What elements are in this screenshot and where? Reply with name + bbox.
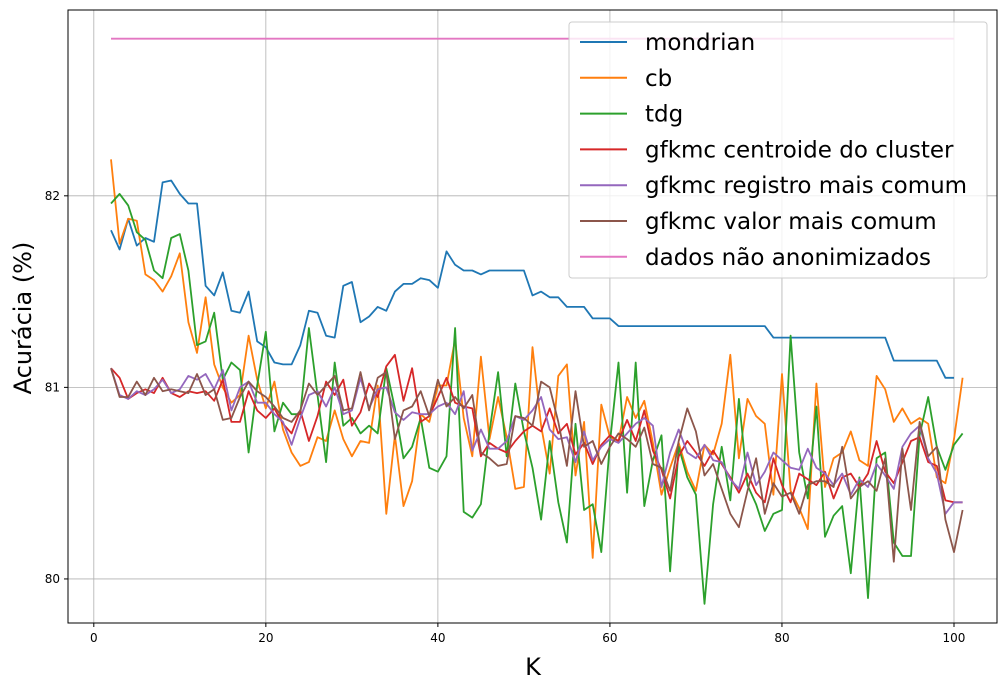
x-tick-label: 0: [90, 631, 98, 645]
x-tick-label: 60: [602, 631, 617, 645]
series-lines: [110, 37, 964, 605]
series-line-3: [110, 353, 963, 504]
legend-label-0: mondrian: [645, 30, 755, 56]
series-line-0: [110, 179, 954, 379]
y-tick-label: 80: [45, 572, 60, 586]
legend-label-3: gfkmc centroide do cluster: [645, 137, 954, 163]
legend-label-4: gfkmc registro mais comum: [645, 173, 967, 199]
series-line-5: [110, 367, 964, 563]
x-axis-label: K: [525, 653, 542, 681]
x-tick-label: 40: [430, 631, 445, 645]
x-tick-label: 100: [943, 631, 966, 645]
legend-label-1: cb: [645, 66, 672, 92]
legend-label-2: tdg: [645, 102, 683, 128]
x-tick-label: 20: [258, 631, 273, 645]
x-tick-label: 80: [774, 631, 789, 645]
legend-label-6: dados não anonimizados: [645, 245, 931, 271]
plot-area-frame: [67, 9, 998, 624]
legend: mondrian cb tdg gfkmc centroide do cluster g…: [568, 21, 988, 279]
axis-ticks: 0 20 40 60 80 100 80 81 82: [45, 189, 966, 645]
y-axis-label: Acurácia (%): [9, 242, 37, 395]
y-tick-label: 81: [45, 380, 60, 394]
y-tick-label: 82: [45, 189, 60, 203]
legend-label-5: gfkmc valor mais comum: [645, 209, 937, 235]
series-line-1: [110, 159, 964, 559]
legend-box: [568, 21, 988, 279]
